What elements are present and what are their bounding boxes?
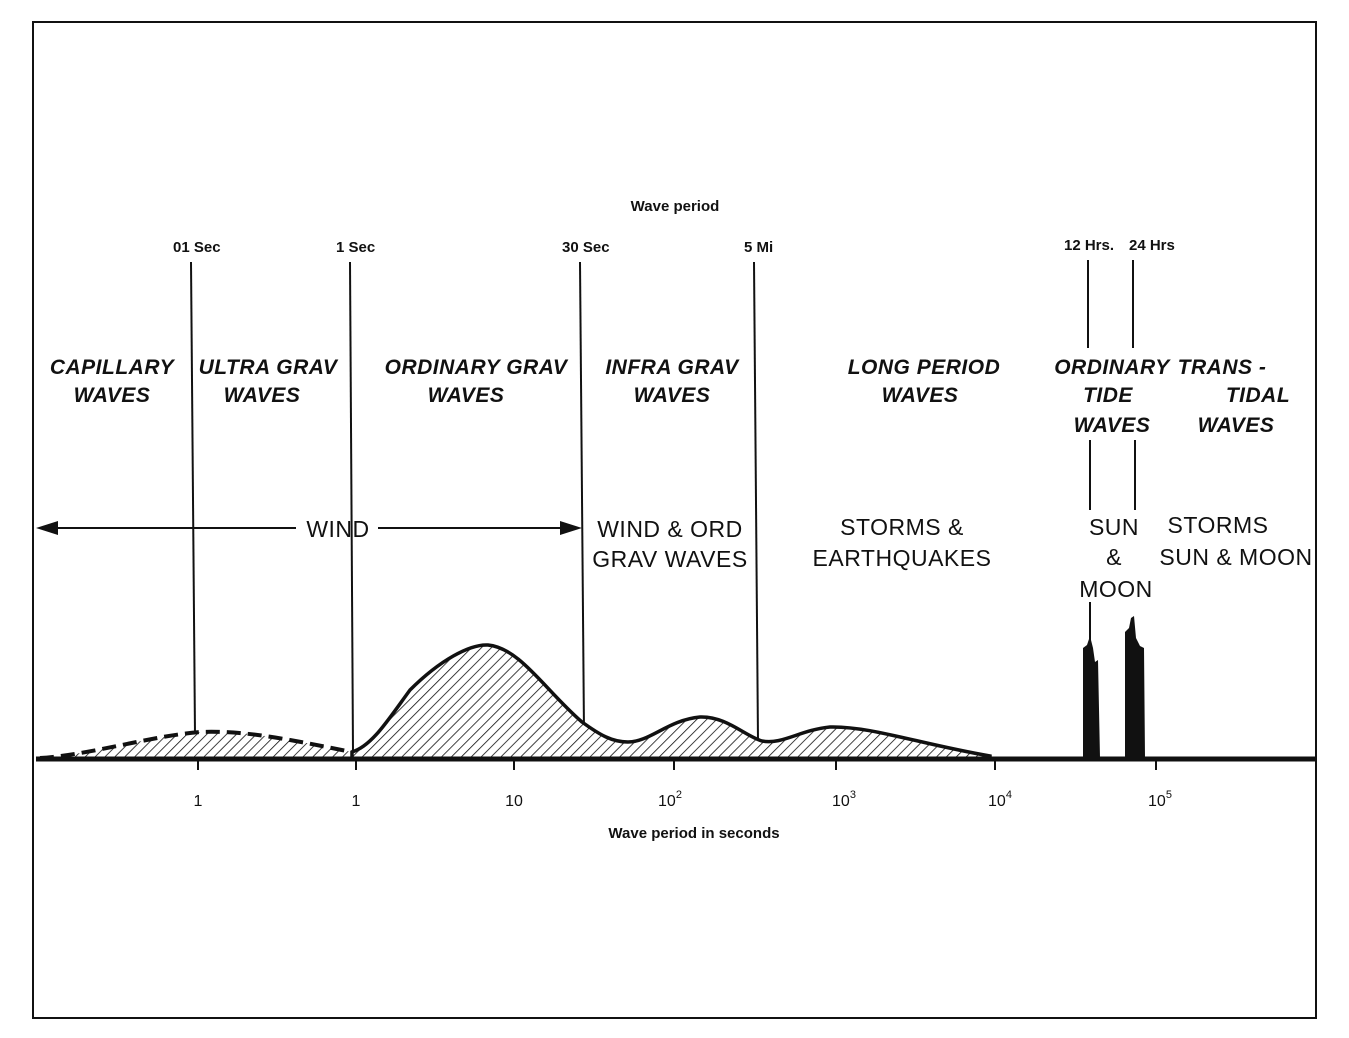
band-infra-grav-line1: INFRA GRAV	[605, 356, 740, 379]
marker-label-30-sec: 30 Sec	[562, 239, 610, 256]
tick-label-6: 105	[1148, 789, 1172, 810]
band-trans-tidal-line3: WAVES	[1198, 414, 1275, 437]
marker-label-12-hrs: 12 Hrs.	[1064, 237, 1114, 254]
cause-storms-sun-moon-line2: SUN & MOON	[1159, 544, 1312, 570]
boundary-line-01-sec	[190, 261, 196, 736]
boundary-line-30-sec	[579, 261, 585, 733]
cause-wind: WIND	[306, 516, 369, 542]
tick-label-6-base: 10	[1148, 793, 1166, 810]
bottom-axis-title: Wave period in seconds	[608, 825, 779, 842]
band-trans-tidal-line1: TRANS -	[1178, 356, 1267, 379]
tidal-peak-12-hrs	[1083, 636, 1100, 758]
band-capillary-line1: CAPILLARY	[50, 356, 176, 379]
tick-label-5-exp: 4	[1006, 789, 1012, 801]
diagram-frame	[32, 21, 1317, 1019]
energy-curve-capillary-outline	[39, 729, 353, 760]
marker-label-5-min: 5 Mi	[744, 239, 773, 256]
tick-label-5: 104	[988, 789, 1012, 810]
wind-arrow	[36, 521, 582, 535]
tick-label-6-exp: 5	[1166, 789, 1172, 801]
cause-wind-ord-line1: WIND & ORD	[597, 516, 743, 542]
marker-label-1-sec: 1 Sec	[336, 239, 375, 256]
boundary-line-1-sec	[349, 261, 354, 753]
cause-storms-sun-moon-line1: STORMS	[1168, 512, 1269, 538]
band-infra-grav-line2: WAVES	[634, 384, 711, 407]
band-long-period-line1: LONG PERIOD	[848, 356, 1001, 379]
tick-label-3-exp: 2	[676, 789, 682, 801]
tick-label-3-base: 10	[658, 793, 676, 810]
band-ultra-grav-line1: ULTRA GRAV	[199, 356, 339, 379]
tick-label-4-exp: 3	[850, 789, 856, 801]
tick-label-4-base: 10	[832, 793, 850, 810]
band-ordinary-tide-line1: ORDINARY	[1054, 356, 1171, 379]
band-ordinary-grav-line2: WAVES	[428, 384, 505, 407]
energy-curve-capillary	[40, 731, 352, 759]
marker-label-01-sec: 01 Sec	[173, 239, 221, 256]
band-trans-tidal-line2: TIDAL	[1226, 384, 1290, 407]
band-ultra-grav-line2: WAVES	[224, 384, 301, 407]
boundary-line-5-min	[753, 261, 759, 743]
band-ordinary-tide-line2: TIDE	[1083, 384, 1133, 407]
band-ordinary-tide-line3: WAVES	[1074, 414, 1151, 437]
marker-label-24-hrs: 24 Hrs	[1129, 237, 1175, 254]
tidal-peaks	[1083, 616, 1145, 758]
cause-storms-eq-line1: STORMS &	[840, 514, 964, 540]
band-long-period-line2: WAVES	[882, 384, 959, 407]
tick-label-3: 102	[658, 789, 682, 810]
tick-label-1: 1	[352, 793, 361, 810]
bottom-ticks	[197, 760, 1157, 770]
tidal-peak-24-hrs	[1125, 616, 1145, 758]
cause-wind-ord-line2: GRAV WAVES	[592, 546, 747, 572]
energy-curve-main	[350, 643, 992, 761]
cause-storms-eq-line2: EARTHQUAKES	[813, 545, 992, 571]
top-axis-title: Wave period	[631, 198, 720, 215]
band-capillary-line2: WAVES	[74, 384, 151, 407]
tick-label-2: 10	[505, 793, 523, 810]
band-ordinary-grav-line1: ORDINARY GRAV	[385, 356, 569, 379]
cause-sun-moon-line2: &	[1106, 544, 1122, 570]
cause-sun-moon-line1: SUN	[1089, 514, 1139, 540]
cause-sun-moon-line3: MOON	[1079, 576, 1153, 602]
tick-label-5-base: 10	[988, 793, 1006, 810]
period-boundaries	[190, 260, 1136, 753]
tick-label-4: 103	[832, 789, 856, 810]
tick-label-0: 1	[194, 793, 203, 810]
